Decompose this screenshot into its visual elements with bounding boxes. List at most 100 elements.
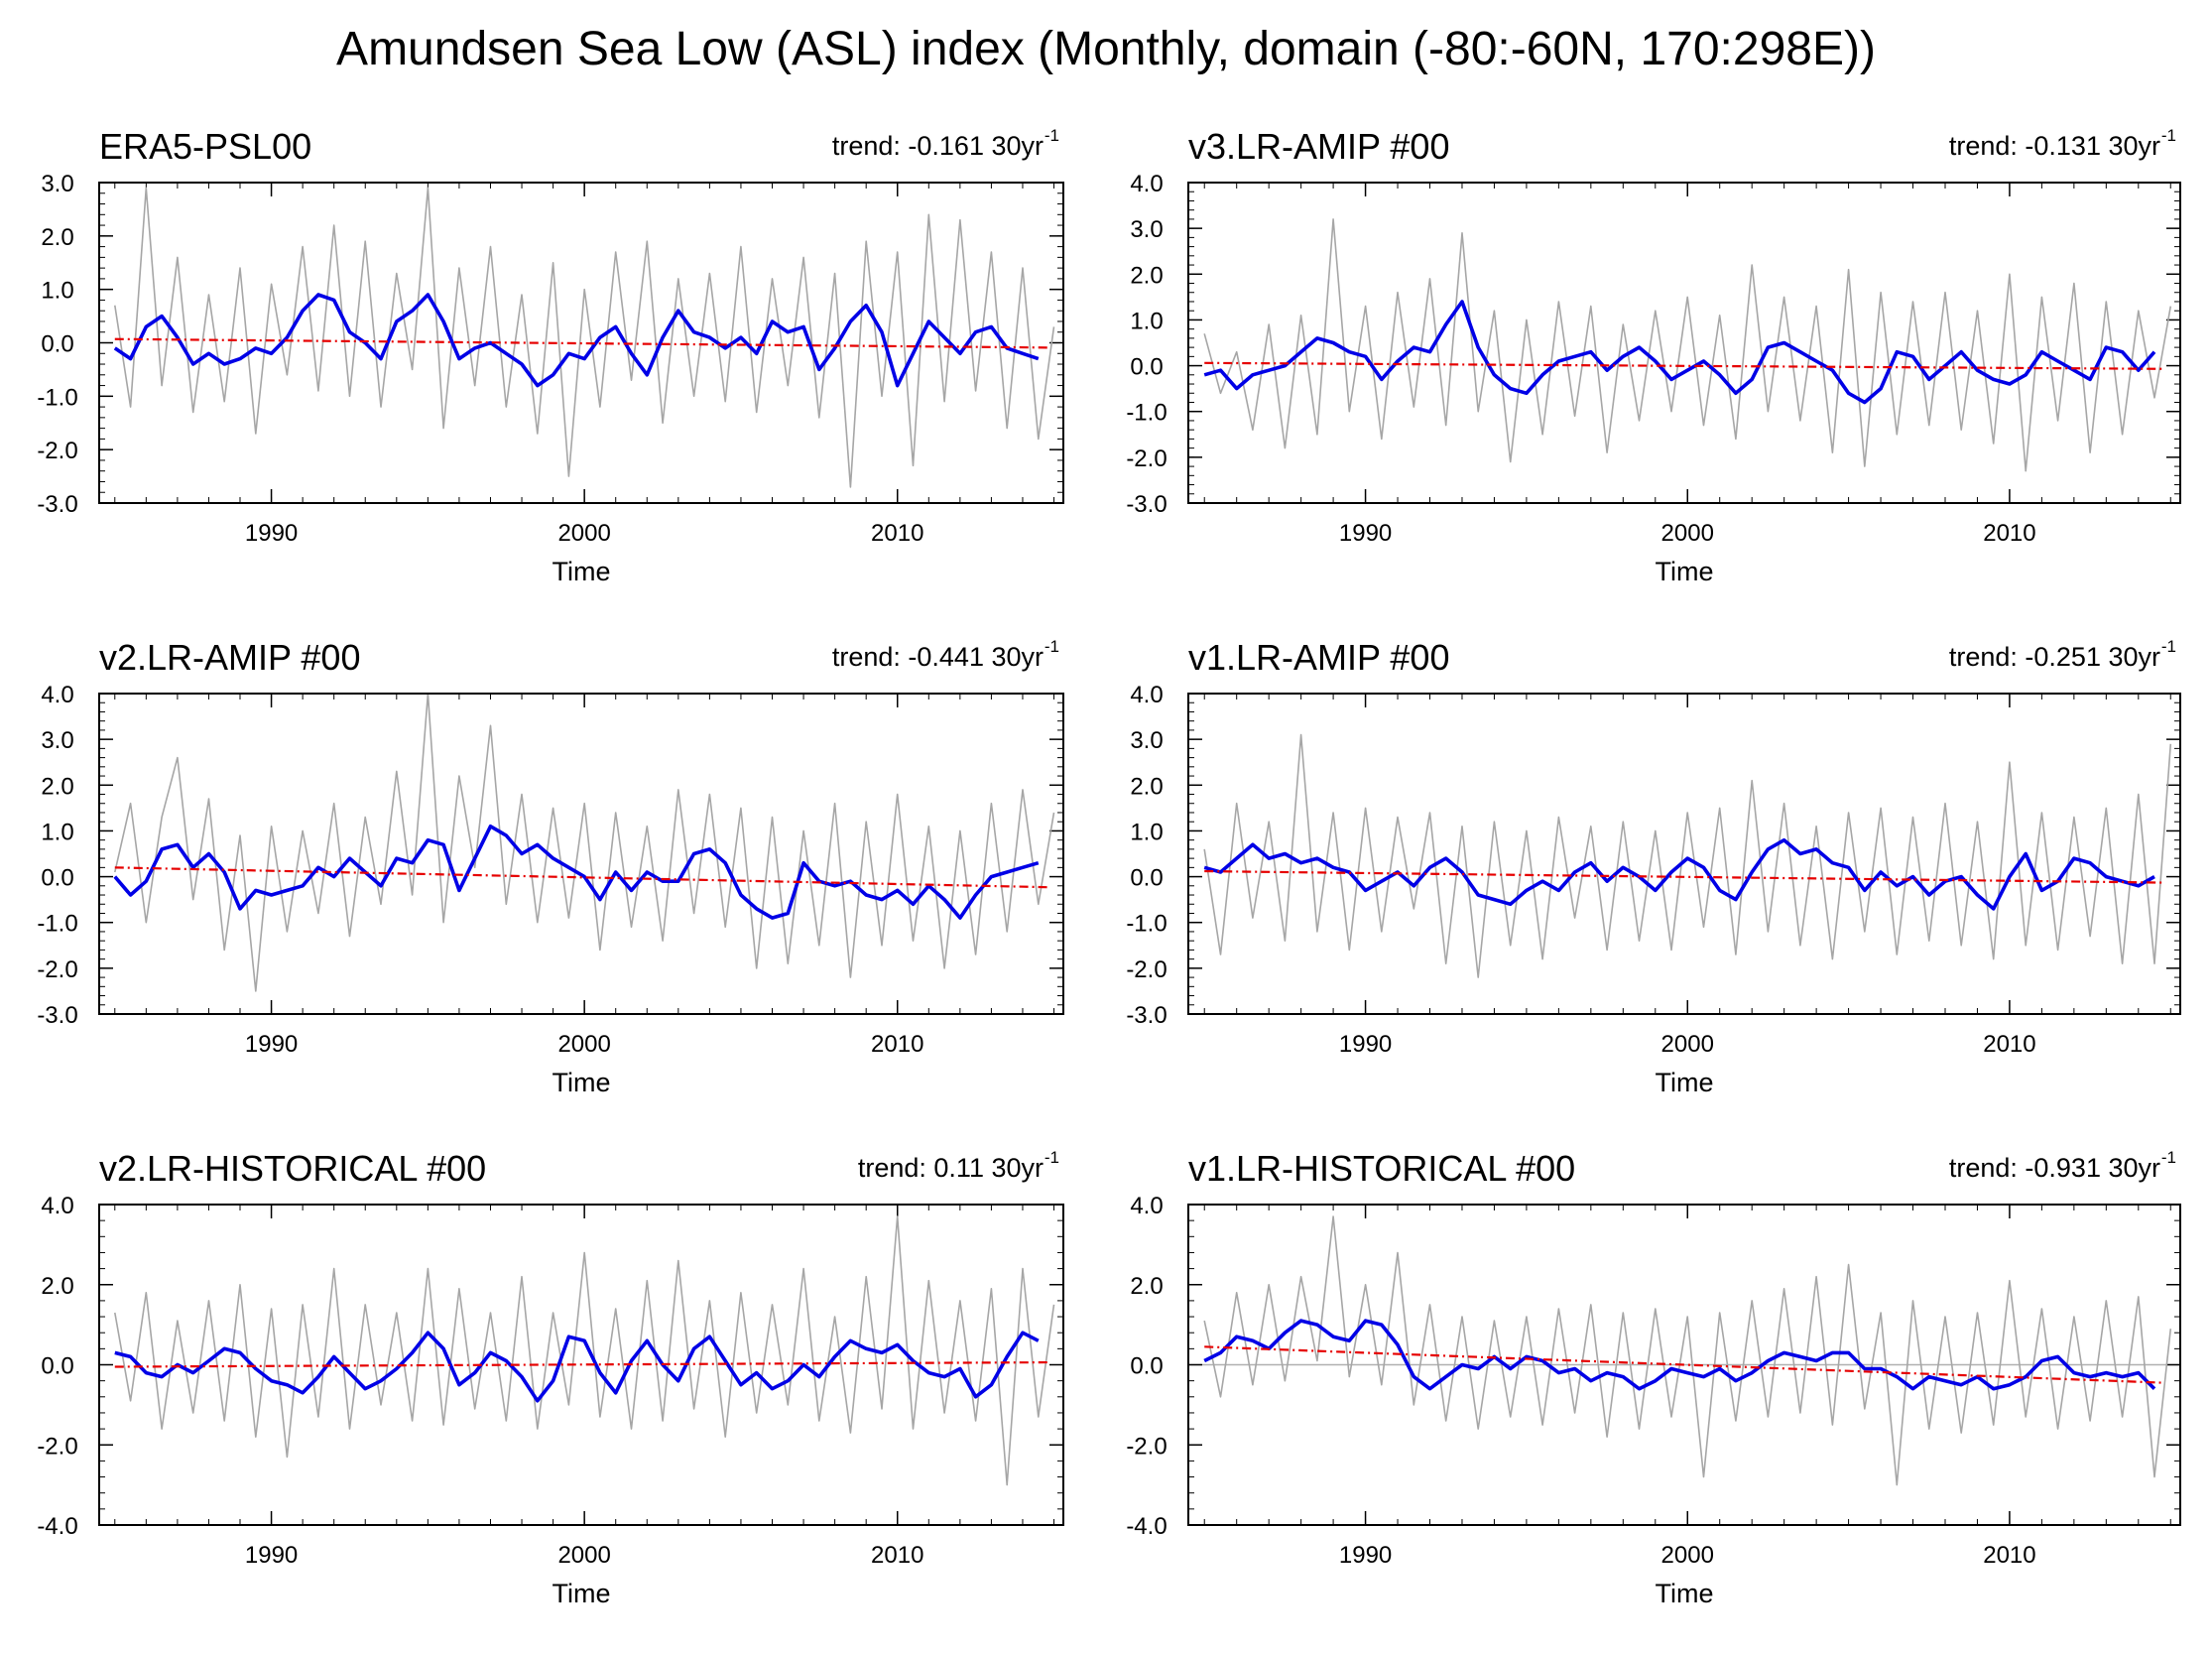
smoothed-series-line [1203,837,2155,911]
x-tick-label: 2000 [1661,1542,1714,1569]
y-tick-label: -2.0 [37,1433,77,1460]
figure-title: Amundsen Sea Low (ASL) index (Monthly, d… [336,23,1876,75]
trend-exponent: -1 [1045,637,1059,656]
x-tick-label: 2010 [871,1031,923,1058]
y-tick-label: -2.0 [37,438,77,464]
x-tick-label: 1990 [1339,1031,1392,1058]
y-tick-label: 2.0 [41,1273,73,1300]
trend-text: trend: -0.931 30yr [1949,1153,2160,1183]
trend-line [114,1360,1048,1368]
x-tick-label: 2000 [1661,1031,1714,1058]
x-tick-label: 2010 [1983,1542,2035,1569]
y-tick-label: -1.0 [1126,400,1167,427]
x-tick-label: 1990 [1339,1542,1392,1569]
trend-exponent: -1 [1045,126,1059,145]
monthly-series-line [1203,1215,2172,1486]
x-tick-label: 1990 [1339,520,1392,547]
x-tick-label: 2000 [557,520,610,547]
monthly-series-line [1203,733,2172,978]
plot-frame [98,693,1064,1015]
y-tick-label: 4.0 [1130,171,1163,197]
y-tick-label: 0.0 [41,865,73,892]
x-tick-label: 2000 [557,1031,610,1058]
trend-text: trend: -0.251 30yr [1949,642,2160,672]
plot-frame [98,182,1064,504]
trend-line [1204,869,2164,884]
y-tick-label: -1.0 [1126,911,1167,938]
trend-line [114,866,1048,889]
y-tick-label: -3.0 [1126,491,1167,518]
trend-exponent: -1 [2161,126,2176,145]
chart-panel-6: v1.LR-HISTORICAL #00 trend: -0.931 30yr -1… [1126,1148,2181,1608]
x-tick-label: 2010 [1983,1031,2035,1058]
y-tick-label: 2.0 [1130,1273,1163,1300]
smoothed-series-line [1203,1319,2156,1391]
panel-title: v2.LR-HISTORICAL #00 [99,1148,486,1189]
chart-panel-3: v2.LR-AMIP #00 trend: -0.441 30yr -1 1990 20… [37,637,1064,1097]
y-tick-label: 0.0 [41,1353,73,1380]
panel-title: v2.LR-AMIP #00 [99,637,360,678]
y-tick-label: -3.0 [37,1002,77,1029]
trend-line [1204,361,2164,370]
y-tick-label: 2.0 [41,773,73,800]
y-tick-label: 2.0 [41,224,73,251]
y-tick-label: 4.0 [41,682,73,708]
plot-frame [98,1204,1064,1526]
x-axis-label: Time [553,557,611,586]
x-tick-label: 2010 [871,520,923,547]
trend-label: trend: -0.161 30yr [832,131,1044,161]
x-tick-label: 2000 [557,1542,610,1569]
y-tick-label: 3.0 [1130,727,1163,754]
smoothed-series-line [114,1331,1040,1403]
monthly-series-line [1203,218,2172,472]
trend-label: trend: -0.251 30yr [1949,642,2160,672]
y-tick-label: 4.0 [1130,1193,1163,1219]
y-tick-label: -4.0 [37,1513,77,1540]
y-tick-label: 4.0 [41,1193,73,1219]
panel-title: v1.LR-HISTORICAL #00 [1188,1148,1575,1189]
y-tick-label: 1.0 [41,819,73,845]
trend-label: trend: -0.131 30yr [1949,131,2160,161]
x-axis-label: Time [553,1579,611,1608]
monthly-series-line [114,1215,1055,1486]
y-tick-label: -1.0 [37,384,77,411]
y-tick-label: 0.0 [1130,1353,1163,1380]
y-tick-label: -3.0 [37,491,77,518]
x-tick-label: 1990 [245,520,298,547]
trend-line [114,337,1048,349]
trend-text: trend: 0.11 30yr [858,1153,1044,1183]
x-tick-label: 2000 [1661,520,1714,547]
trend-exponent: -1 [2161,1148,2176,1167]
y-tick-label: 4.0 [1130,682,1163,708]
chart-panel-1: ERA5-PSL00 trend: -0.161 30yr -1 1990 2000 20… [37,126,1064,586]
y-tick-label: -2.0 [1126,445,1167,472]
smoothed-series-line [113,293,1040,388]
y-tick-label: 3.0 [41,727,73,754]
trend-text: trend: -0.161 30yr [832,131,1044,161]
x-tick-label: 1990 [245,1542,298,1569]
trend-label: trend: 0.11 30yr [858,1153,1044,1183]
y-tick-label: 3.0 [1130,216,1163,243]
y-tick-label: 1.0 [1130,308,1163,334]
y-tick-label: -2.0 [1126,1433,1167,1460]
y-tick-label: 2.0 [1130,262,1163,289]
y-tick-label: 3.0 [41,171,73,197]
monthly-series-line [114,693,1055,992]
x-axis-label: Time [553,1068,611,1097]
smoothed-series-line [1203,300,2156,405]
y-tick-label: -2.0 [1126,956,1167,983]
smoothed-series-line [113,824,1040,920]
trend-line [1204,1345,2164,1384]
x-axis-label: Time [1656,1579,1714,1608]
x-tick-label: 1990 [245,1031,298,1058]
panel-title: v3.LR-AMIP #00 [1188,126,1449,167]
trend-exponent: -1 [1045,1148,1059,1167]
y-tick-label: 1.0 [1130,819,1163,845]
plot-frame [1187,693,2181,1015]
panel-title: v1.LR-AMIP #00 [1188,637,1449,678]
y-tick-label: 0.0 [1130,354,1163,381]
trend-label: trend: -0.931 30yr [1949,1153,2160,1183]
plot-frame [1187,1204,2181,1526]
monthly-series-line [114,187,1055,488]
y-tick-label: -3.0 [1126,1002,1167,1029]
